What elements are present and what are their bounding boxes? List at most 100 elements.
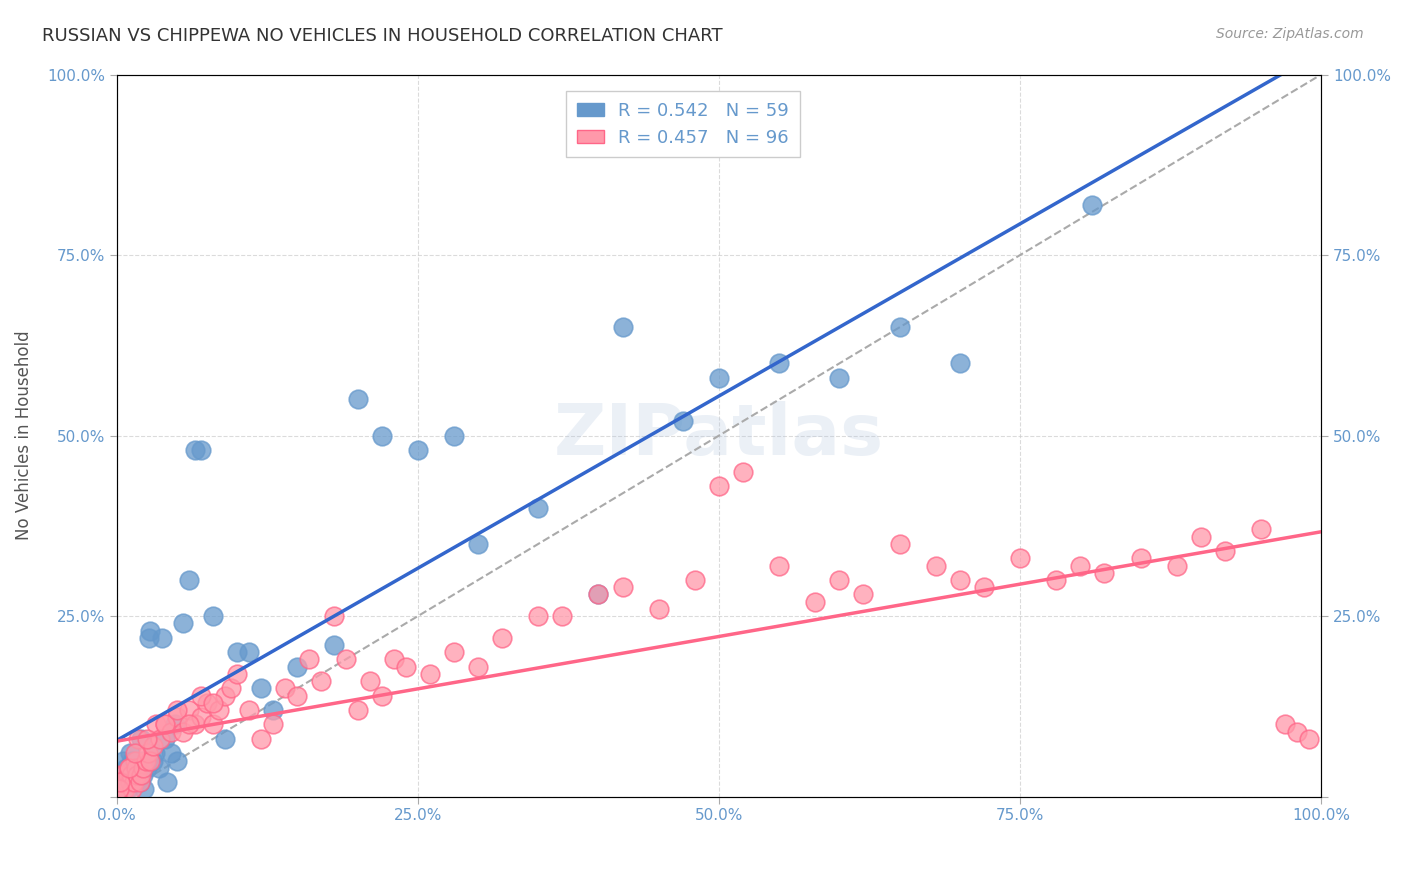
Chippewa xyxy=(110,775,132,789)
Chippewa xyxy=(128,775,150,789)
Russians xyxy=(467,537,489,551)
Chippewa xyxy=(124,754,146,768)
Russians xyxy=(370,428,392,442)
Chippewa xyxy=(135,731,157,746)
Chippewa xyxy=(1298,731,1320,746)
Chippewa xyxy=(127,731,149,746)
Russians xyxy=(612,320,634,334)
Chippewa xyxy=(166,710,188,724)
Chippewa xyxy=(1092,566,1115,580)
Russians xyxy=(1081,197,1104,211)
Russians xyxy=(346,392,368,407)
Russians xyxy=(166,754,188,768)
Legend: R = 0.542   N = 59, R = 0.457   N = 96: R = 0.542 N = 59, R = 0.457 N = 96 xyxy=(565,91,800,158)
Chippewa xyxy=(1045,573,1067,587)
Russians xyxy=(250,681,273,696)
Russians xyxy=(121,754,143,768)
Chippewa xyxy=(208,703,231,717)
Chippewa xyxy=(195,696,218,710)
Russians xyxy=(118,775,141,789)
Chippewa xyxy=(298,652,321,666)
Chippewa xyxy=(202,717,225,731)
Russians xyxy=(128,775,150,789)
Chippewa xyxy=(190,689,212,703)
Chippewa xyxy=(111,768,134,782)
Russians xyxy=(172,616,194,631)
Chippewa xyxy=(149,731,172,746)
Russians xyxy=(114,768,136,782)
Chippewa xyxy=(551,609,574,624)
Chippewa xyxy=(110,782,132,797)
Chippewa xyxy=(852,587,875,601)
Chippewa xyxy=(250,731,273,746)
Russians xyxy=(143,747,166,761)
Chippewa xyxy=(262,717,284,731)
Russians xyxy=(202,609,225,624)
Russians xyxy=(125,768,148,782)
Chippewa xyxy=(395,659,418,673)
Russians xyxy=(443,428,465,442)
Russians xyxy=(120,768,142,782)
Chippewa xyxy=(110,775,132,789)
Russians xyxy=(160,747,183,761)
Russians xyxy=(124,775,146,789)
Chippewa xyxy=(115,775,138,789)
Russians xyxy=(122,761,145,775)
Russians xyxy=(184,443,207,458)
Chippewa xyxy=(925,558,948,573)
Chippewa xyxy=(419,667,441,681)
Chippewa xyxy=(166,703,188,717)
Y-axis label: No Vehicles in Household: No Vehicles in Household xyxy=(15,331,32,541)
Chippewa xyxy=(1189,530,1212,544)
Russians xyxy=(131,754,153,768)
Chippewa xyxy=(142,739,165,753)
Russians xyxy=(142,754,165,768)
Chippewa xyxy=(107,775,129,789)
Chippewa xyxy=(359,674,381,689)
Russians xyxy=(190,443,212,458)
Chippewa xyxy=(153,717,176,731)
Russians xyxy=(949,356,972,370)
Chippewa xyxy=(973,580,995,594)
Chippewa xyxy=(648,602,671,616)
Chippewa xyxy=(177,703,200,717)
Chippewa xyxy=(132,761,155,775)
Chippewa xyxy=(124,747,146,761)
Russians xyxy=(111,754,134,768)
Russians xyxy=(153,731,176,746)
Chippewa xyxy=(136,747,159,761)
Chippewa xyxy=(160,724,183,739)
Russians xyxy=(115,761,138,775)
Chippewa xyxy=(108,782,131,797)
Chippewa xyxy=(274,681,297,696)
Chippewa xyxy=(322,609,344,624)
Chippewa xyxy=(177,717,200,731)
Russians xyxy=(129,731,152,746)
Chippewa xyxy=(184,717,207,731)
Chippewa xyxy=(1250,523,1272,537)
Chippewa xyxy=(120,768,142,782)
Chippewa xyxy=(588,587,610,601)
Chippewa xyxy=(121,782,143,797)
Chippewa xyxy=(129,768,152,782)
Chippewa xyxy=(1274,717,1296,731)
Chippewa xyxy=(287,689,309,703)
Chippewa xyxy=(118,761,141,775)
Russians xyxy=(138,631,160,645)
Chippewa xyxy=(153,717,176,731)
Chippewa xyxy=(1166,558,1188,573)
Chippewa xyxy=(346,703,368,717)
Chippewa xyxy=(1069,558,1091,573)
Chippewa xyxy=(828,573,851,587)
Russians xyxy=(322,638,344,652)
Chippewa xyxy=(768,558,790,573)
Chippewa xyxy=(112,775,135,789)
Russians xyxy=(107,775,129,789)
Russians xyxy=(132,768,155,782)
Chippewa xyxy=(370,689,392,703)
Russians xyxy=(156,775,179,789)
Chippewa xyxy=(382,652,405,666)
Russians xyxy=(707,371,730,385)
Russians xyxy=(135,761,157,775)
Russians xyxy=(110,768,132,782)
